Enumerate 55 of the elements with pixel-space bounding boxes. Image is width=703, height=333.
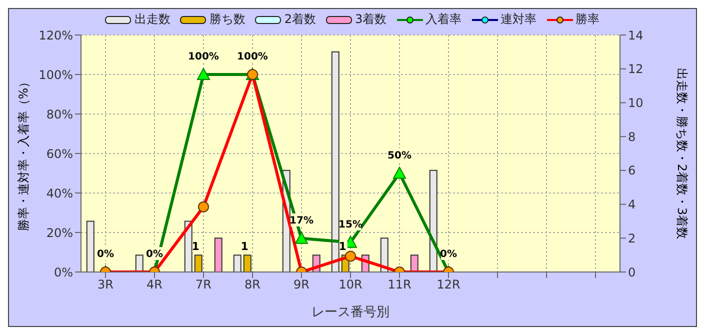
y2-tick-label: 12 [628,62,644,76]
bar [135,254,144,272]
bar [410,254,418,272]
x-tick-label: 9R [294,278,310,292]
legend-label: 出走数 [134,11,170,28]
y2-axis-title: 出走数・勝ち数・2着数・3着数 [674,68,689,240]
legend-label: 連対率 [500,11,537,28]
data-label: 0% [97,249,114,260]
bar [243,254,252,272]
legend-label: 2着数 [284,11,316,28]
x-tick-label: 12R [436,278,460,292]
y2-tick-label: 4 [628,198,636,212]
data-label: 17% [290,215,314,226]
y2-tick-label: 14 [628,28,644,42]
x-tick-label: 10R [338,278,362,292]
data-label: 100% [237,52,268,62]
legend-label: 3着数 [355,11,387,28]
y-tick-label: 20% [46,226,73,240]
x-tick-label: 3R [98,278,114,292]
y2-tick-label: 8 [628,130,636,144]
y2-tick-label: 10 [628,96,644,110]
x-tick-label: 4R [146,278,162,292]
y2-tick-label: 2 [628,231,636,246]
y-tick-label: 100% [38,68,73,82]
data-label: 1 [240,240,248,254]
y-tick-label: 60% [46,146,73,161]
y2-tick-label: 0 [628,265,636,280]
bar [331,51,340,272]
legend-label: 勝ち数 [209,11,246,28]
y-tick-label: 120% [38,28,73,42]
data-label: 50% [388,150,412,162]
bar [86,220,94,272]
y-tick-label: 40% [46,186,73,200]
x-tick-label: 7R [196,278,212,292]
legend-label: 入着率 [426,11,462,28]
point [393,166,406,179]
data-label: 1 [192,240,200,254]
bar [184,220,192,272]
bar [233,254,242,272]
x-tick-label: 8R [244,278,260,292]
x-axis-title: レース番号別 [312,305,390,320]
y-tick-label: 0% [54,265,73,280]
y-tick-label: 80% [46,107,73,122]
y2-tick-label: 6 [628,164,636,178]
bar [380,238,388,272]
legend-label: 勝率 [576,11,600,28]
y-axis-title: 勝率・連対率・入着率（%） [16,76,30,232]
x-tick-label: 11R [388,278,412,292]
data-label: 0% [146,249,163,260]
bar [429,170,438,272]
data-label: 100% [188,52,219,62]
bar [214,238,222,272]
point [197,68,210,80]
bar [194,254,202,272]
data-label: 1 [338,240,346,254]
